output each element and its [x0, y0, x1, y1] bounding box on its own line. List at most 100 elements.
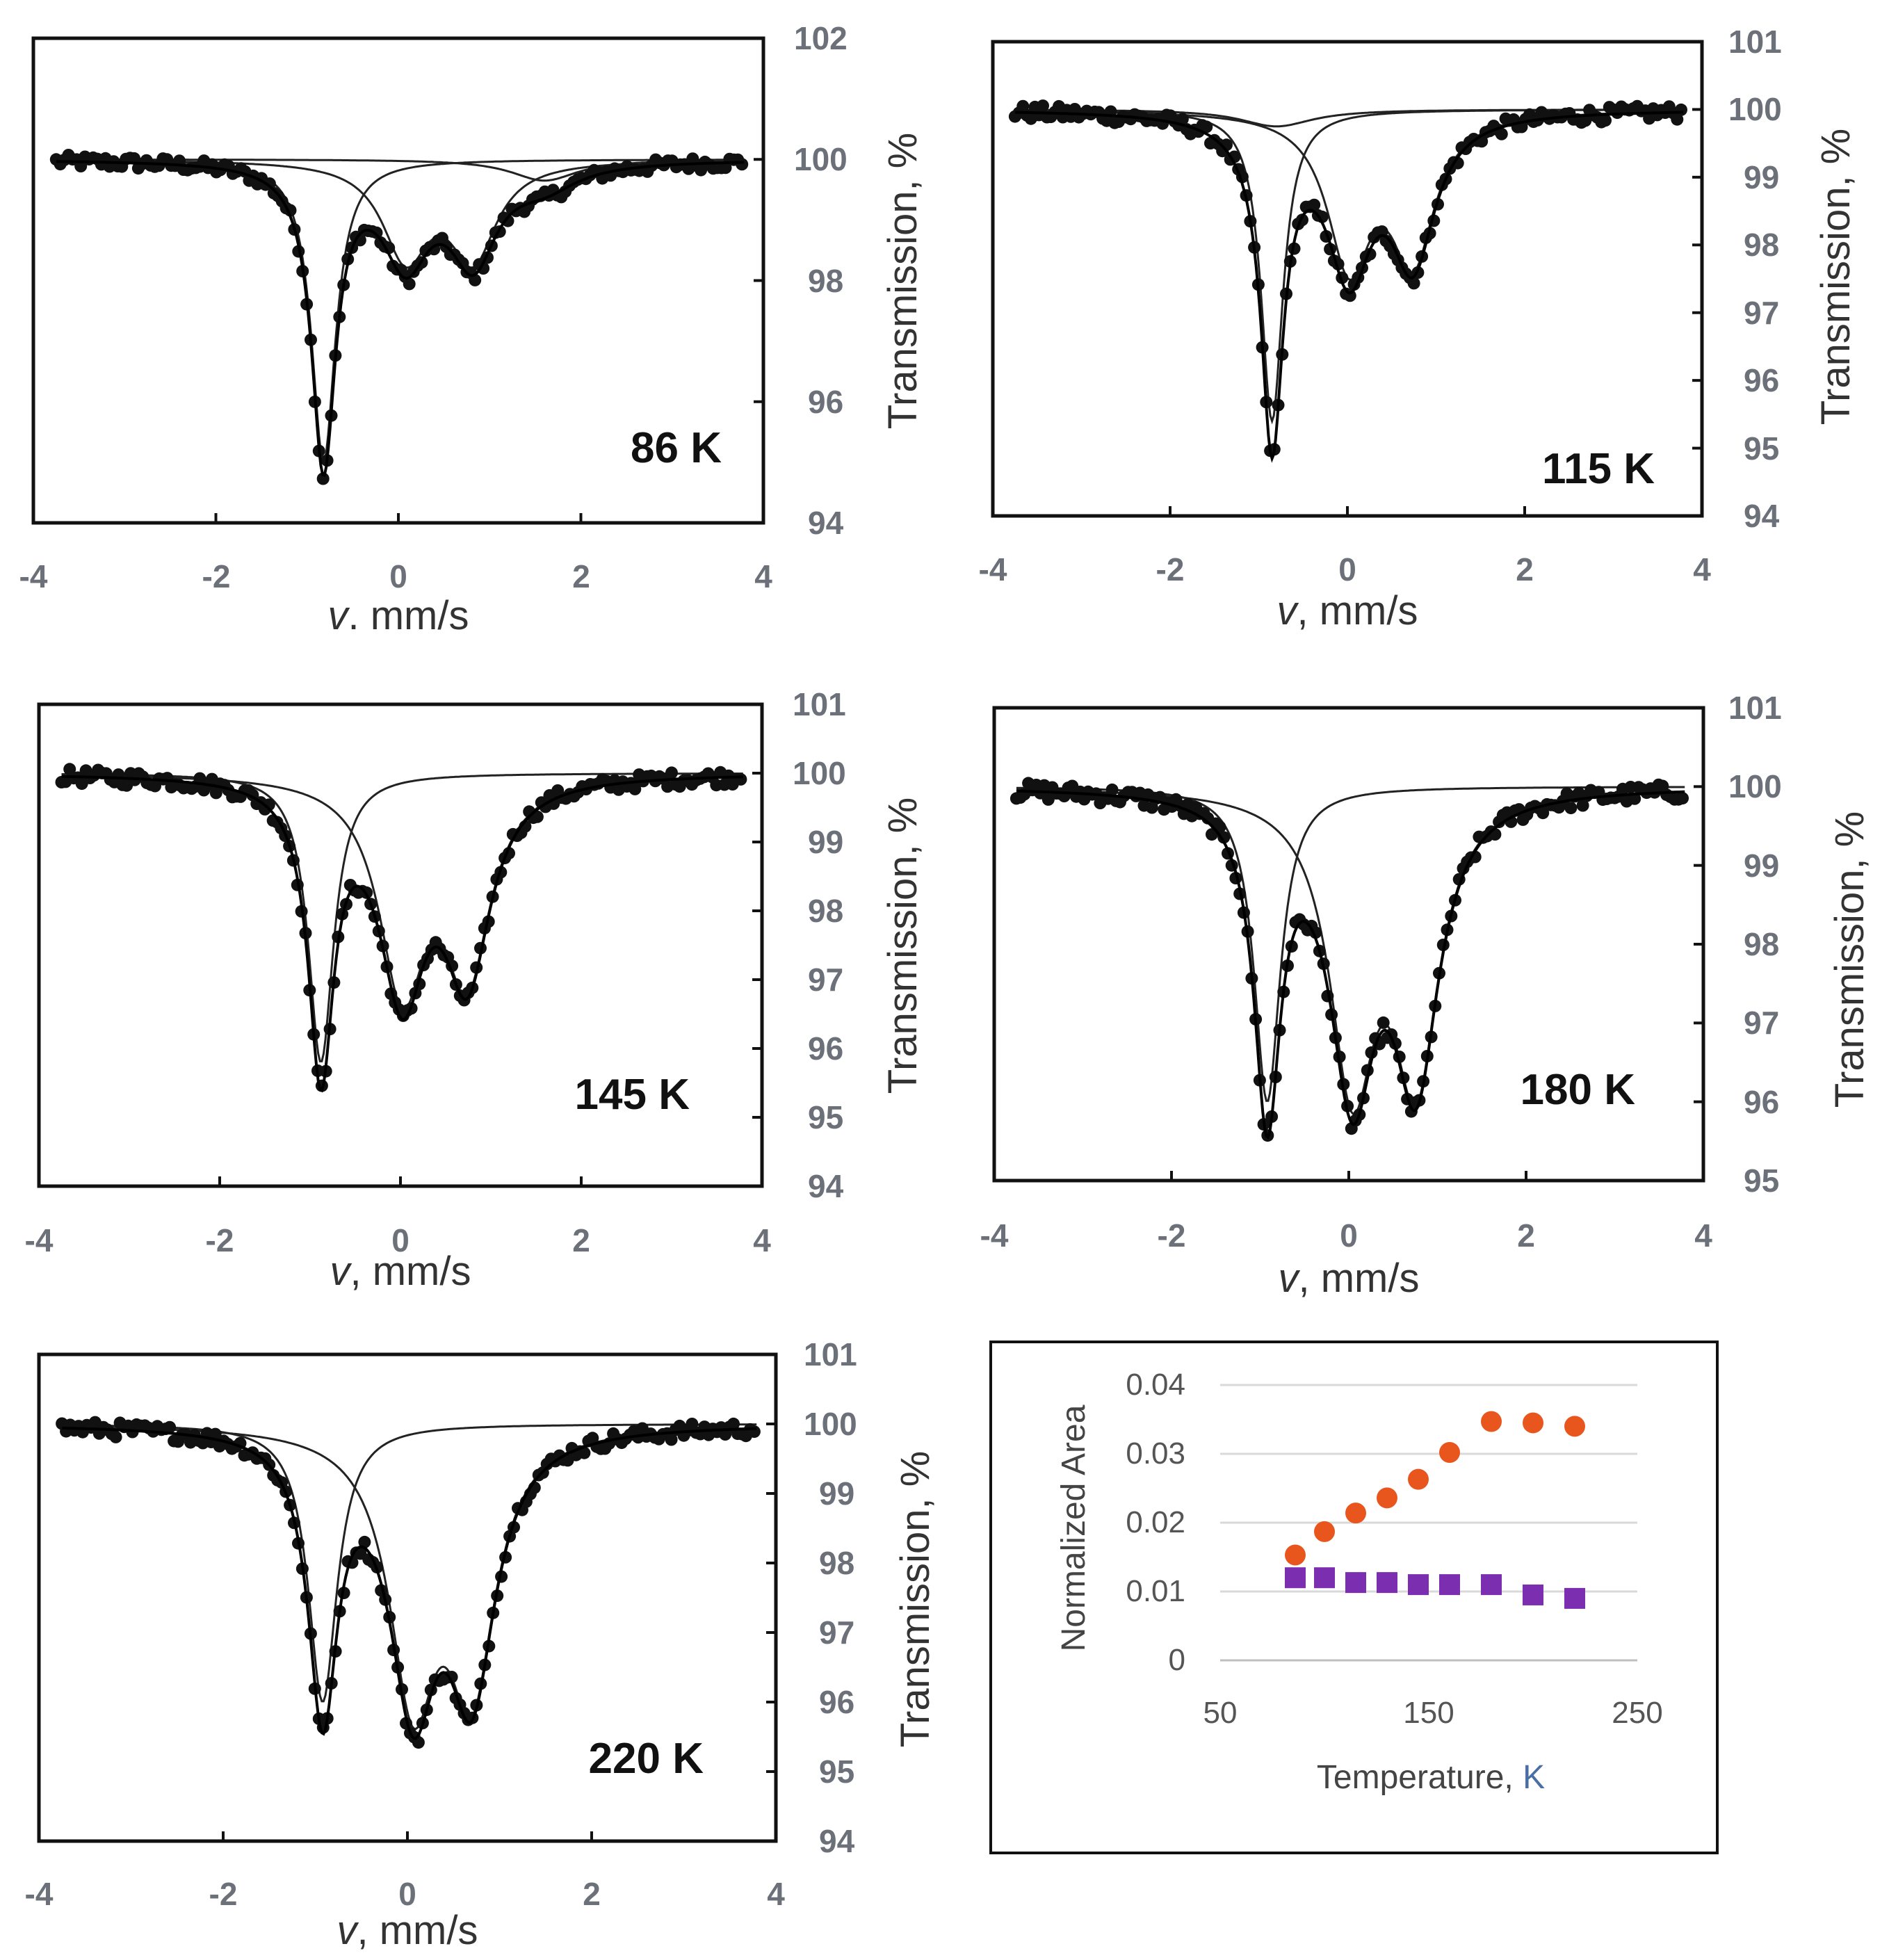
y-axis-label: Transmission, %	[880, 133, 925, 430]
data-point	[1564, 802, 1578, 815]
x-tick-label: -2	[202, 558, 231, 594]
x-axis-label: v, mm/s	[1279, 1256, 1420, 1301]
inset-y-tick-label: 0.01	[1126, 1574, 1185, 1608]
x-axis-label-rest: , mm/s	[1299, 1256, 1420, 1301]
data-point	[382, 241, 396, 254]
data-point	[1576, 799, 1589, 812]
y-tick-label: 94	[819, 1823, 855, 1859]
data-point	[629, 782, 642, 795]
inset-point-circle	[1345, 1503, 1366, 1524]
x-tick-label: 2	[1516, 551, 1534, 588]
inset-point-square	[1523, 1584, 1543, 1605]
inset-series-orange-circles	[1285, 1411, 1585, 1566]
x-tick-label: 4	[753, 1222, 771, 1258]
inset-point-circle	[1285, 1544, 1306, 1566]
temperature-label: 86 K	[631, 424, 722, 472]
y-tick-label: 95	[1744, 1163, 1779, 1199]
inset-point-circle	[1523, 1412, 1543, 1434]
total-fit-line	[62, 1426, 757, 1740]
y-tick-label: 94	[1744, 498, 1780, 534]
panel-145K-marks	[38, 703, 763, 1188]
x-tick-label: -2	[209, 1876, 238, 1912]
y-tick-label: 100	[793, 755, 846, 791]
panel-86K: -4 -2 0 2 4 94 96 98 100 102 v. mm/s Tra…	[19, 20, 925, 638]
inset-y-axis-label: Normalized Area	[1055, 1404, 1092, 1651]
x-tick-label: 4	[1694, 1217, 1712, 1254]
x-tick-label: 2	[572, 558, 590, 594]
data-point	[403, 277, 416, 291]
x-tick-label: -4	[19, 558, 48, 594]
inset-point-circle	[1377, 1487, 1397, 1509]
y-tick-label: 98	[808, 263, 843, 299]
y-tick-label: 97	[1744, 1005, 1779, 1041]
data-point	[1200, 120, 1213, 133]
y-tick-label: 94	[808, 1168, 844, 1204]
x-axis-label: v, mm/s	[1277, 588, 1418, 633]
y-tick-label: 97	[808, 962, 843, 998]
data-point	[262, 798, 275, 811]
panel-115K-marks	[991, 40, 1703, 517]
temperature-label: 115 K	[1542, 445, 1655, 493]
inset-y-tick-label: 0.02	[1126, 1505, 1185, 1539]
total-fit-line	[1014, 111, 1684, 463]
x-tick-label: -4	[25, 1876, 54, 1912]
x-tick-label: 2	[583, 1876, 601, 1912]
data-point	[1315, 210, 1329, 223]
inset-x-tick-label: 250	[1612, 1696, 1662, 1730]
x-axis-label-italic: v	[1279, 1256, 1301, 1301]
x-tick-label: -2	[1156, 551, 1185, 588]
y-tick-label: 96	[808, 384, 843, 420]
y-axis-label: Transmission, %	[880, 797, 925, 1094]
y-tick-label: 99	[819, 1475, 854, 1512]
inset-series-purple-squares	[1285, 1567, 1585, 1609]
inset-point-square	[1408, 1574, 1429, 1596]
total-fit-line	[1016, 789, 1685, 1140]
inset-y-tick-label: 0.03	[1126, 1436, 1185, 1471]
panel-180K-marks	[993, 706, 1705, 1182]
data-point	[1037, 99, 1049, 113]
y-tick-label: 99	[1744, 159, 1779, 195]
x-tick-label: 0	[389, 558, 407, 594]
data-point	[1407, 277, 1420, 290]
data-point	[665, 766, 678, 779]
y-tick-label: 100	[1728, 91, 1782, 127]
inset-point-circle	[1481, 1411, 1502, 1432]
x-axis-label-italic: v	[337, 1908, 359, 1953]
y-tick-label: 96	[819, 1684, 854, 1720]
data-point	[263, 177, 276, 191]
y-tick-label: 96	[1744, 1084, 1779, 1120]
data-point	[316, 472, 330, 485]
data-point	[209, 1427, 222, 1441]
x-tick-label: 2	[572, 1222, 590, 1258]
panel-220K-marks	[38, 1353, 777, 1842]
panel-220K: -4 -2 0 2 4 94 95 96 97 98 99 100 101 v,…	[25, 1336, 938, 1953]
x-axis-label: v, mm/s	[330, 1249, 471, 1294]
x-tick-label: -4	[979, 551, 1007, 588]
inset-point-square	[1564, 1587, 1585, 1609]
y-axis-label: Transmission, %	[1813, 129, 1858, 426]
y-tick-label: 101	[804, 1336, 857, 1372]
y-tick-label: 100	[794, 141, 848, 177]
y-axis-label: Transmission, %	[1827, 811, 1872, 1108]
y-tick-label: 94	[808, 505, 844, 541]
inset-point-circle	[1564, 1416, 1585, 1437]
y-tick-label: 95	[819, 1754, 854, 1790]
y-tick-label: 100	[804, 1406, 857, 1442]
y-tick-label: 97	[819, 1614, 854, 1651]
inset-point-circle	[1314, 1521, 1335, 1542]
x-tick-label: -2	[1158, 1217, 1186, 1254]
x-axis-label-rest: , mm/s	[357, 1908, 478, 1953]
x-axis-label-rest: , mm/s	[1297, 588, 1418, 633]
y-tick-label: 101	[1728, 690, 1782, 726]
data-point	[1675, 103, 1687, 116]
y-tick-label: 98	[1744, 926, 1779, 962]
x-axis-label: v, mm/s	[337, 1908, 478, 1953]
y-tick-label: 95	[808, 1099, 843, 1135]
data-point	[501, 214, 514, 227]
inset-y-tick-label: 0.04	[1126, 1368, 1185, 1402]
data-point	[370, 226, 383, 239]
x-tick-label: 4	[767, 1876, 785, 1912]
panel-86K-marks	[32, 37, 765, 524]
